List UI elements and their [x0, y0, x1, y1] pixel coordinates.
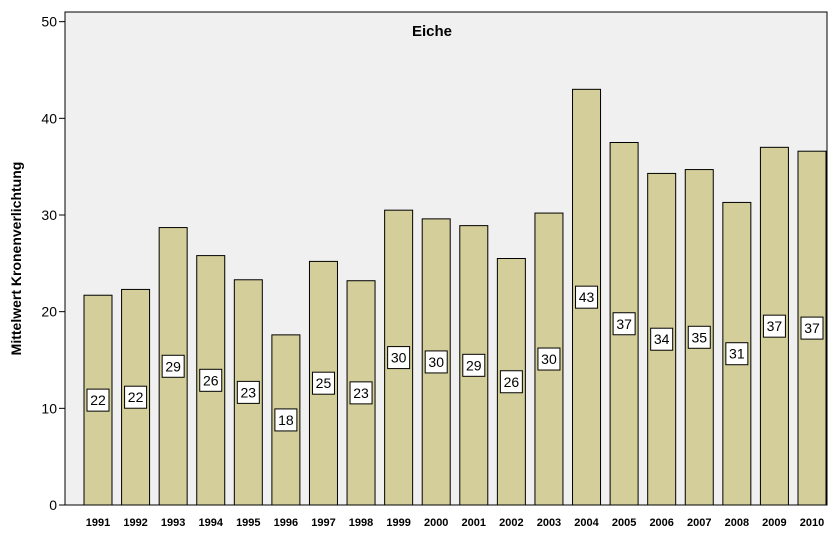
value-label: 26 — [504, 374, 520, 390]
value-label: 30 — [391, 350, 407, 366]
value-label-box — [650, 327, 674, 351]
x-tick-label: 2007 — [687, 517, 711, 529]
y-tick-label: 30 — [41, 207, 57, 223]
x-axis: 1991 1992 1993 1994 1995 1996 1997 1998 1999 2000… — [65, 504, 827, 529]
y-tick-label: 20 — [41, 304, 57, 320]
value-label: 29 — [466, 357, 482, 373]
x-tick-label: 1991 — [86, 517, 110, 529]
value-label-box — [387, 346, 411, 370]
value-label: 18 — [278, 412, 294, 428]
x-tick-label: 1996 — [274, 517, 298, 529]
value-label: 26 — [203, 372, 219, 388]
x-tick-label: 2009 — [762, 517, 786, 529]
value-label-box — [311, 371, 335, 395]
value-label-box — [274, 408, 298, 432]
x-tick-label: 2004 — [574, 517, 599, 529]
value-label: 29 — [165, 358, 181, 374]
x-tick-label: 2008 — [725, 517, 749, 529]
x-tick-label: 1998 — [349, 517, 373, 529]
x-tick-label: 1994 — [198, 517, 223, 529]
value-label: 31 — [729, 346, 745, 362]
value-label-box — [349, 381, 373, 405]
x-tick-label: 1999 — [386, 517, 410, 529]
x-tick-label: 2006 — [649, 517, 673, 529]
value-label: 30 — [541, 351, 557, 367]
y-axis-label: Mittelwert Kronenverlichtung — [8, 162, 24, 356]
value-label: 37 — [804, 320, 820, 336]
x-tick-label: 2001 — [462, 517, 486, 529]
value-label: 30 — [428, 354, 444, 370]
x-tick-label: 2010 — [800, 517, 824, 529]
value-label: 22 — [128, 389, 144, 405]
value-label: 37 — [616, 316, 632, 332]
y-tick-label: 0 — [49, 497, 57, 513]
value-label-box — [86, 388, 110, 412]
value-label: 25 — [316, 375, 332, 391]
value-label-box — [537, 347, 561, 371]
x-tick-label: 2005 — [612, 517, 636, 529]
value-label-box — [762, 314, 786, 338]
value-label-box — [800, 316, 824, 340]
value-labels-group: 22 22 29 26 23 18 25 23 30 30 29 26 30 43 37 34 35 31 37 37 — [86, 285, 824, 432]
value-label: 35 — [691, 329, 707, 345]
value-label-box — [499, 370, 523, 394]
chart-title: Eiche — [412, 23, 452, 40]
value-label-box — [612, 312, 636, 336]
x-tick-label: 2002 — [499, 517, 523, 529]
y-tick-label: 10 — [41, 400, 57, 416]
value-label-box — [687, 325, 711, 349]
value-label: 22 — [90, 392, 106, 408]
x-tick-label: 2000 — [424, 517, 448, 529]
value-label: 23 — [353, 385, 369, 401]
value-label-box — [725, 342, 749, 366]
value-label-box — [161, 354, 185, 378]
y-tick-label: 40 — [41, 110, 57, 126]
value-label: 23 — [241, 384, 257, 400]
value-label: 43 — [579, 289, 595, 305]
x-tick-label: 1997 — [311, 517, 335, 529]
value-label-box — [124, 385, 148, 409]
value-label-box — [236, 380, 260, 404]
y-tick-label: 50 — [41, 14, 57, 30]
x-tick-label: 1992 — [123, 517, 147, 529]
value-label-box — [424, 350, 448, 374]
value-label-box — [575, 285, 599, 309]
value-label-box — [462, 353, 486, 377]
value-label: 37 — [767, 318, 783, 334]
value-label: 34 — [654, 331, 670, 347]
x-tick-label: 1995 — [236, 517, 260, 529]
x-tick-label: 1993 — [161, 517, 185, 529]
x-tick-label: 2003 — [537, 517, 561, 529]
value-label-box — [199, 368, 223, 392]
y-axis: 0 10 20 30 40 50 — [41, 14, 65, 513]
